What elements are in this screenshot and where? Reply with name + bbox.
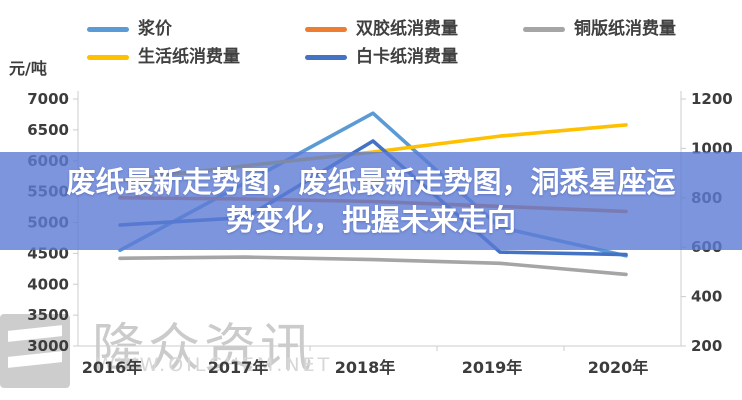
watermark-brand-text: 隆众资讯 (92, 319, 317, 379)
left-axis-tick-label: 6500 (27, 121, 69, 139)
left-axis-tick-label: 4000 (27, 275, 69, 293)
left-axis-tick-label: 3000 (27, 337, 69, 355)
right-axis-tick-label: 400 (691, 288, 722, 306)
legend-swatch-icon (305, 26, 347, 32)
legend-label: 生活纸消费量 (138, 47, 240, 67)
legend-swatch-icon (523, 26, 565, 32)
promo-overlay-banner: 废纸最新走势图，废纸最新走势图，洞悉星座运 势变化，把握未来走向 (0, 152, 742, 250)
banner-text-line1: 废纸最新走势图，废纸最新走势图，洞悉星座运 (66, 165, 676, 199)
legend-label: 双胶纸消费量 (356, 19, 458, 39)
x-axis-category-label: 2016年 (82, 358, 143, 377)
legend-item-浆价: 浆价 (87, 20, 172, 38)
legend-item-铜版纸消费量: 铜版纸消费量 (523, 20, 676, 38)
longzhong-logo-icon (0, 314, 70, 388)
x-axis-category-label: 2018年 (335, 358, 396, 377)
legend-swatch-icon (87, 54, 129, 60)
left-axis-tick-label: 3500 (27, 306, 69, 324)
legend-label: 浆价 (138, 19, 172, 39)
legend-item-白卡纸消费量: 白卡纸消费量 (305, 48, 458, 66)
x-axis-category-label: 2020年 (588, 358, 649, 377)
watermark-url-text: WWW.OILCHEM.NET (96, 354, 333, 376)
legend-item-双胶纸消费量: 双胶纸消费量 (305, 20, 458, 38)
legend-item-生活纸消费量: 生活纸消费量 (87, 48, 240, 66)
legend-swatch-icon (87, 26, 129, 32)
legend-swatch-icon (305, 54, 347, 60)
watermark: 隆众资讯 WWW.OILCHEM.NET (0, 296, 420, 400)
legend-label: 白卡纸消费量 (356, 47, 458, 67)
x-axis-category-label: 2017年 (208, 358, 269, 377)
banner-text-line2: 势变化，把握未来走向 (225, 203, 516, 237)
x-axis-category-label: 2019年 (462, 358, 523, 377)
right-axis-tick-label: 200 (691, 337, 722, 355)
left-axis-tick-label: 7000 (27, 90, 69, 108)
right-axis-tick-label: 1200 (691, 90, 733, 108)
legend-label: 铜版纸消费量 (574, 19, 676, 39)
series-line-铜版纸消费量 (118, 255, 628, 277)
left-axis-unit-label: 元/吨 (9, 59, 47, 78)
